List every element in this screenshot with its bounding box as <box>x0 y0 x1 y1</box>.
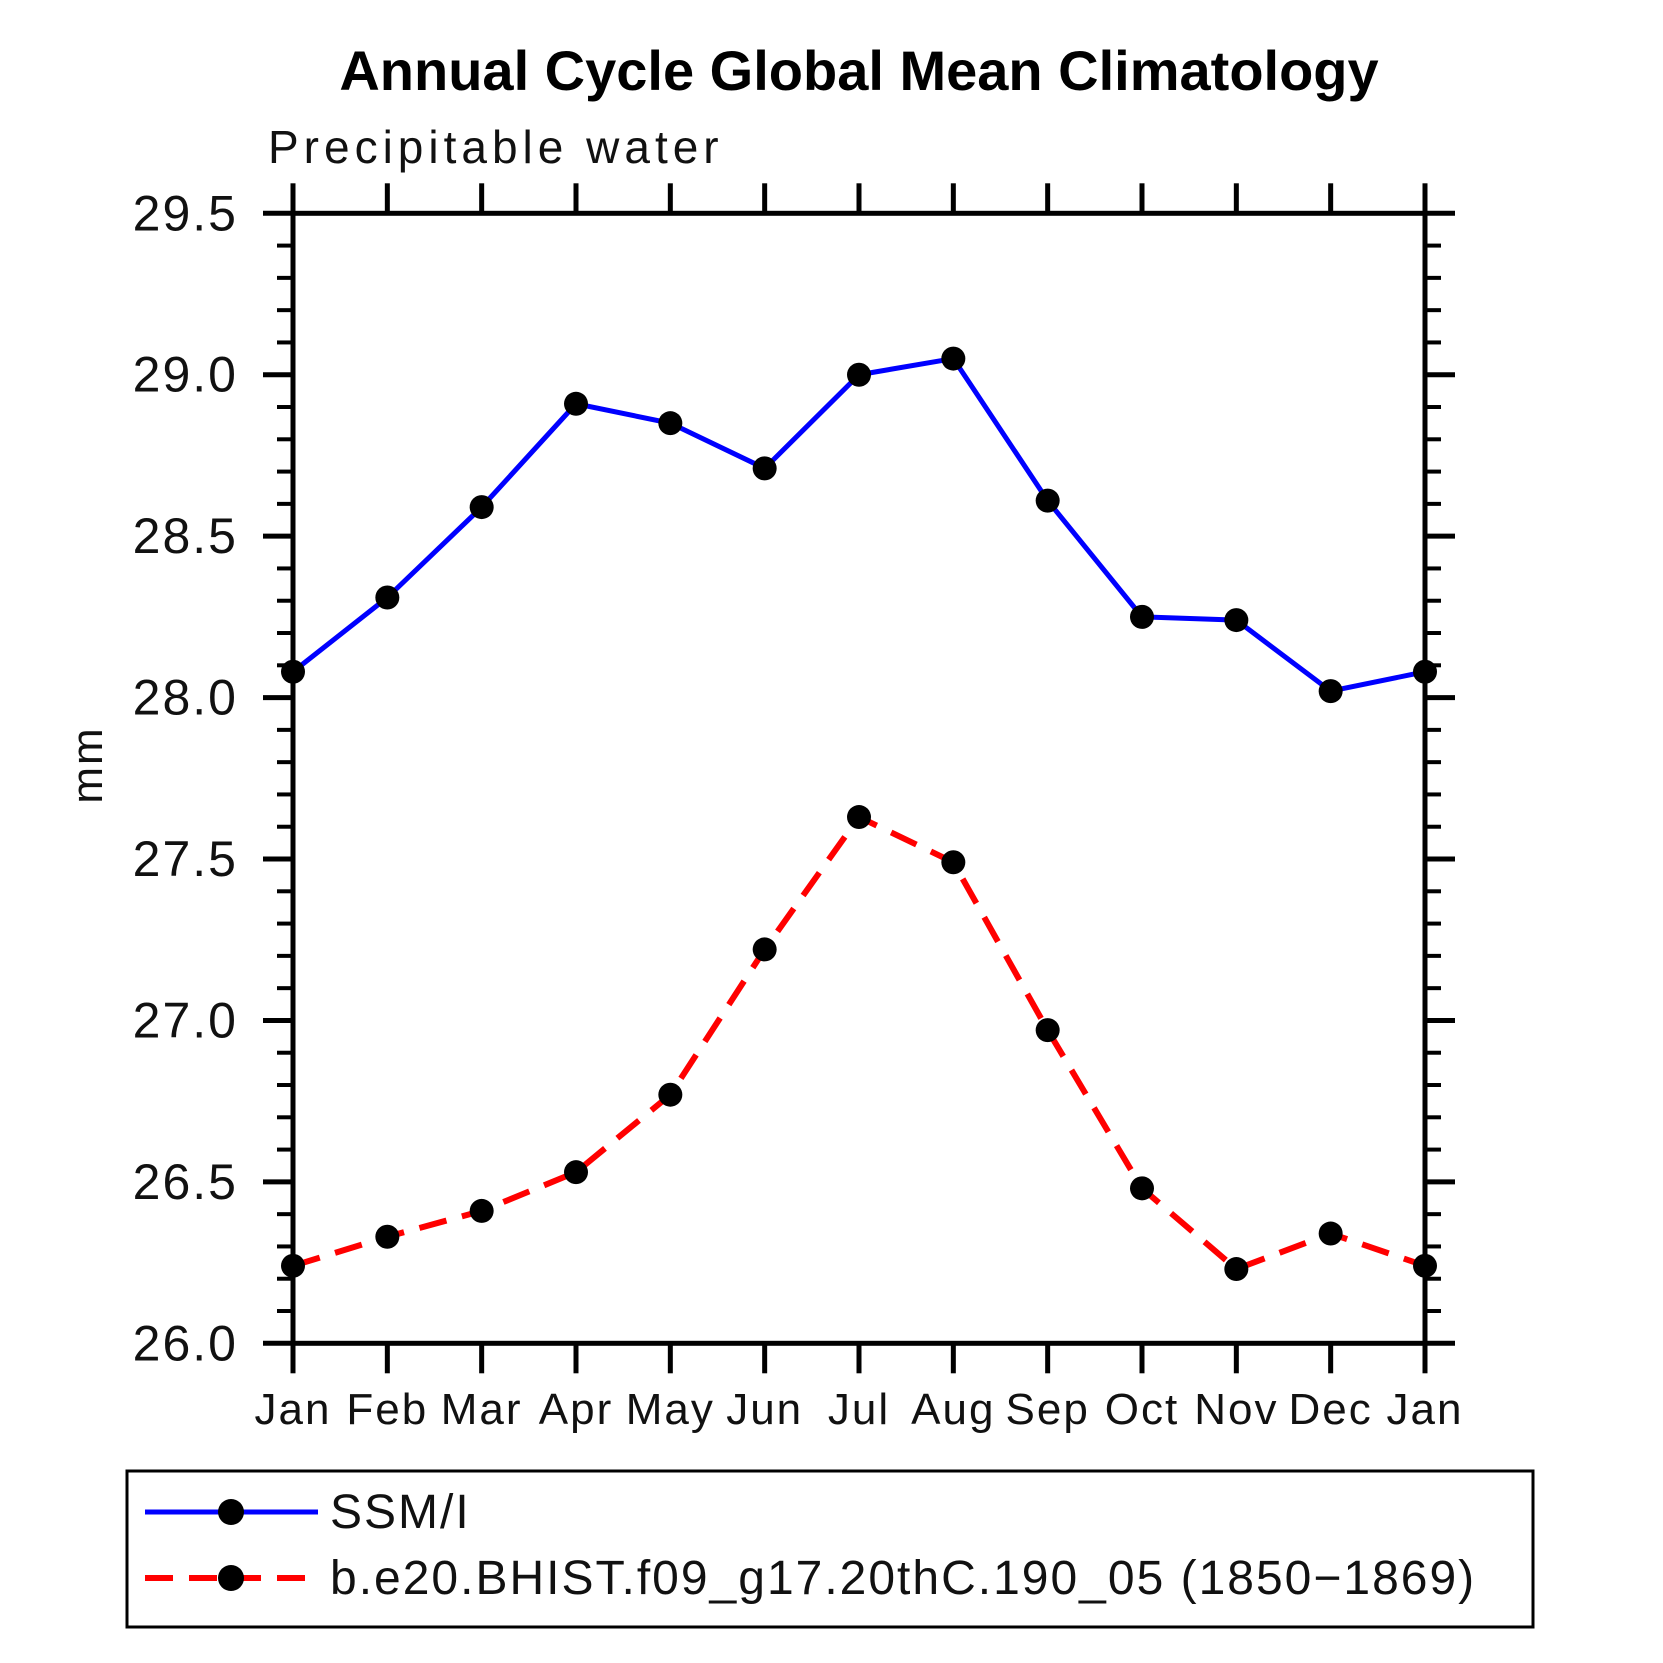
data-point <box>1130 1176 1154 1201</box>
x-tick-label: Sep <box>1006 1385 1090 1434</box>
x-tick-label: Apr <box>539 1385 613 1434</box>
data-point <box>847 362 871 387</box>
legend-label-0: SSM/I <box>330 1486 471 1539</box>
data-point <box>847 805 871 830</box>
data-point <box>1035 488 1060 513</box>
y-tick-label: 28.0 <box>133 670 238 726</box>
x-tick-label: May <box>626 1385 715 1434</box>
x-tick-label: Aug <box>911 1385 995 1434</box>
data-point <box>752 937 777 962</box>
y-tick-label: 26.0 <box>133 1315 238 1371</box>
y-tick-label: 29.0 <box>133 347 238 403</box>
x-tick-label: Oct <box>1105 1385 1179 1434</box>
y-tick-label: 26.5 <box>133 1154 238 1210</box>
data-point <box>1224 608 1249 633</box>
data-point <box>941 850 966 875</box>
data-point <box>1413 659 1437 684</box>
y-tick-label: 29.5 <box>133 185 238 241</box>
data-point <box>658 411 683 436</box>
data-point <box>1413 1253 1437 1278</box>
data-point <box>658 1082 683 1107</box>
data-point <box>564 391 588 416</box>
data-point <box>564 1160 588 1185</box>
y-tick-label: 27.5 <box>133 831 238 887</box>
data-point <box>1130 604 1154 629</box>
legend-label-1: b.e20.BHIST.f09_g17.20thC.190_05 (1850−1… <box>330 1552 1476 1605</box>
x-tick-label: Jul <box>828 1385 890 1434</box>
y-tick-label: 28.5 <box>133 508 238 564</box>
data-point <box>469 1198 494 1223</box>
x-tick-label: Feb <box>346 1385 428 1434</box>
legend-sample-marker-0 <box>218 1499 244 1525</box>
data-point <box>281 659 305 684</box>
legend-box <box>125 1469 1535 1629</box>
data-point <box>281 1253 305 1278</box>
series-line-0 <box>291 355 1426 694</box>
data-point <box>1035 1018 1060 1043</box>
x-tick-label: Dec <box>1289 1385 1373 1434</box>
x-tick-label: Jan <box>255 1385 332 1434</box>
y-tick-label: 27.0 <box>133 992 238 1048</box>
x-tick-label: Jan <box>1387 1385 1464 1434</box>
data-point <box>375 585 400 610</box>
data-point <box>752 456 777 481</box>
chart-title: Annual Cycle Global Mean Climatology <box>339 39 1379 102</box>
chart-subtitle: Precipitable water <box>268 121 724 173</box>
data-point <box>375 1224 400 1249</box>
x-tick-label: Jun <box>726 1385 803 1434</box>
x-tick-label: Nov <box>1194 1385 1278 1434</box>
x-tick-label: Mar <box>441 1385 523 1434</box>
data-point <box>1318 679 1343 704</box>
data-point <box>941 346 966 371</box>
legend-sample-marker-1 <box>218 1565 244 1591</box>
series-line-1 <box>292 813 1426 1273</box>
data-point <box>1318 1221 1343 1246</box>
data-point <box>1224 1257 1249 1282</box>
data-point <box>469 495 494 520</box>
